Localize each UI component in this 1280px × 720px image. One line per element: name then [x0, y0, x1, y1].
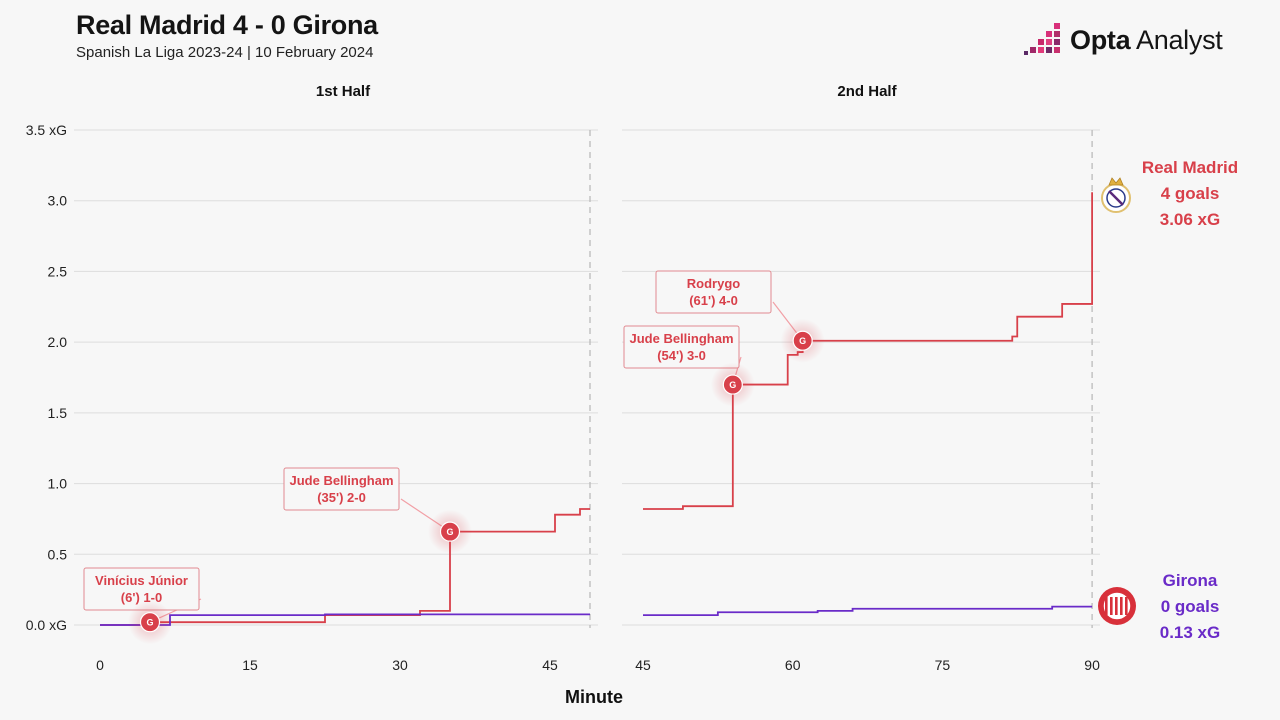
x-tick-label: 60	[785, 657, 801, 673]
x-tick-label: 15	[242, 657, 258, 673]
annotation-box	[283, 467, 400, 511]
panel-title: 2nd Half	[837, 83, 897, 100]
x-tick-label: 90	[1084, 657, 1100, 673]
annotation-scorer: Jude Bellingham	[629, 331, 733, 346]
goal-marker	[139, 612, 161, 633]
opta-analyst-logo: Opta Analyst	[1024, 22, 1223, 58]
goal-marker-label: G	[446, 527, 453, 537]
real-madrid-crest-icon	[1101, 177, 1131, 213]
chart-title: Real Madrid 4 - 0 Girona	[76, 10, 378, 40]
annotation-scorer: Jude Bellingham	[289, 473, 393, 488]
panel-title: 1st Half	[316, 83, 371, 100]
goal-marker-label: G	[799, 336, 806, 346]
y-tick-label: 0.5	[48, 546, 68, 562]
annotation-minute-score: (54') 3-0	[657, 348, 706, 363]
goal-marker	[722, 374, 743, 395]
x-tick-label: 45	[542, 657, 558, 673]
girona-summary-line: 0.13 xG	[1160, 623, 1221, 642]
y-tick-label: 2.0	[48, 334, 68, 350]
real-madrid-summary-line: 4 goals	[1161, 184, 1220, 203]
x-tick-label: 30	[392, 657, 408, 673]
y-tick-label: 1.5	[48, 405, 68, 421]
girona-xg-line	[643, 605, 1093, 616]
x-tick-label: 45	[635, 657, 651, 673]
annotation-box	[623, 325, 740, 369]
brand-name: Opta Analyst	[1070, 24, 1223, 55]
y-tick-label: 2.5	[48, 263, 68, 279]
annotation-box	[655, 270, 772, 314]
goal-marker	[439, 521, 461, 542]
y-tick-label: 3.5 xG	[26, 122, 67, 138]
y-tick-label: 0.0 xG	[26, 617, 67, 633]
opta-pixel-icon	[1024, 23, 1060, 55]
x-tick-label: 0	[96, 657, 104, 673]
x-tick-label: 75	[935, 657, 951, 673]
x-axis-title: Minute	[565, 687, 623, 707]
real-madrid-xg-line	[100, 508, 590, 626]
annotation-minute-score: (61') 4-0	[689, 293, 738, 308]
y-tick-label: 3.0	[48, 193, 68, 209]
annotation-scorer: Rodrygo	[687, 276, 741, 291]
girona-summary-line: 0 goals	[1161, 597, 1220, 616]
goal-marker-label: G	[146, 617, 153, 627]
girona-summary-line: Girona	[1163, 571, 1218, 590]
real-madrid-summary-line: Real Madrid	[1142, 158, 1238, 177]
annotation-minute-score: (35') 2-0	[317, 490, 366, 505]
real-madrid-summary-line: 3.06 xG	[1160, 210, 1221, 229]
annotation-scorer: Vinícius Júnior	[95, 573, 188, 588]
goal-marker	[792, 330, 813, 351]
chart-subtitle: Spanish La Liga 2023-24 | 10 February 20…	[76, 44, 374, 61]
y-tick-label: 1.0	[48, 476, 68, 492]
goal-marker-label: G	[729, 380, 736, 390]
girona-crest-icon	[1098, 587, 1136, 625]
